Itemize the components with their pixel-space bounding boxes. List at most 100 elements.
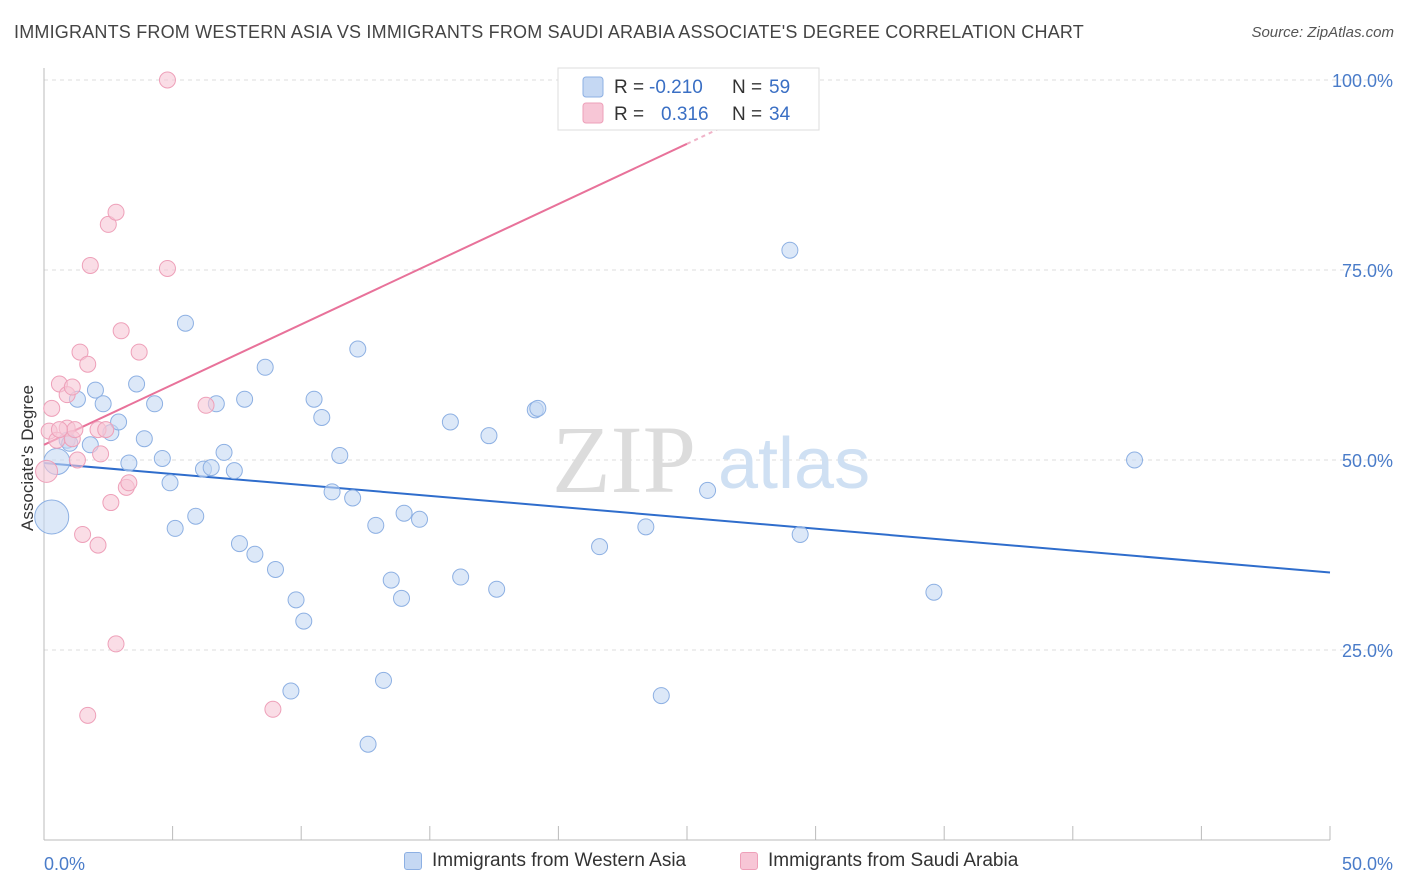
point-saudi-arabia-19 <box>97 421 115 439</box>
point-western-asia-28 <box>266 560 284 578</box>
point-western-asia-23 <box>225 462 243 480</box>
legend-r-value-1: -0.210 <box>649 77 703 98</box>
y-tick-label-3: 100.0% <box>1332 71 1393 91</box>
legend-item-saudi-arabia: Immigrants from Saudi Arabia <box>740 850 1018 872</box>
point-western-asia-7 <box>94 395 112 413</box>
point-western-asia-37 <box>349 340 367 358</box>
point-saudi-arabia-2 <box>43 399 61 417</box>
legend-label-saudi-arabia: Immigrants from Saudi Arabia <box>768 850 1019 871</box>
legend-r-label-2: R = <box>614 104 644 125</box>
point-western-asia-29 <box>282 682 300 700</box>
watermark-atlas: atlas <box>718 424 870 504</box>
point-saudi-arabia-9 <box>66 421 84 439</box>
point-western-asia-31 <box>295 612 313 630</box>
legend-r-value-2: 0.316 <box>661 104 709 125</box>
legend-swatch-western-asia <box>582 76 604 98</box>
point-saudi-arabia-24 <box>112 322 130 340</box>
point-western-asia-24 <box>230 535 248 553</box>
legend-item-western-asia: Immigrants from Western Asia <box>404 850 686 872</box>
point-saudi-arabia-33 <box>50 421 68 439</box>
legend-swatch-pink <box>740 852 758 870</box>
point-western-asia-13 <box>146 395 164 413</box>
point-saudi-arabia-0 <box>35 459 59 483</box>
point-saudi-arabia-10 <box>68 451 86 469</box>
point-western-asia-45 <box>441 413 459 431</box>
point-western-asia-26 <box>246 545 264 563</box>
point-western-asia-34 <box>323 483 341 501</box>
point-saudi-arabia-22 <box>107 203 125 221</box>
point-saudi-arabia-8 <box>63 378 81 396</box>
point-western-asia-57 <box>925 583 943 601</box>
x-tick-label-1: 50.0% <box>1342 854 1393 874</box>
x-tick-label-0: 0.0% <box>44 854 85 874</box>
point-western-asia-48 <box>488 580 506 598</box>
point-western-asia-38 <box>359 735 377 753</box>
point-saudi-arabia-26 <box>120 474 138 492</box>
point-western-asia-12 <box>135 430 153 448</box>
point-saudi-arabia-12 <box>74 525 92 543</box>
point-western-asia-53 <box>652 687 670 705</box>
point-western-asia-18 <box>187 507 205 525</box>
legend-n-value-2: 34 <box>769 104 791 125</box>
point-saudi-arabia-21 <box>102 494 120 512</box>
point-western-asia-36 <box>344 489 362 507</box>
gridlines <box>44 79 1392 651</box>
chart-title: IMMIGRANTS FROM WESTERN ASIA VS IMMIGRAN… <box>14 22 1084 42</box>
point-western-asia-15 <box>161 474 179 492</box>
point-western-asia-58 <box>1126 451 1144 469</box>
legend-n-value-1: 59 <box>769 77 790 98</box>
point-saudi-arabia-17 <box>89 536 107 554</box>
y-tick-labels: 25.0% 50.0% 75.0% 100.0% <box>1332 71 1393 661</box>
point-western-asia-43 <box>395 504 413 522</box>
point-western-asia-30 <box>287 591 305 609</box>
point-saudi-arabia-29 <box>158 71 176 89</box>
point-western-asia-51 <box>591 538 609 556</box>
point-western-asia-50 <box>529 399 547 417</box>
point-saudi-arabia-15 <box>81 256 99 274</box>
point-saudi-arabia-14 <box>79 706 97 724</box>
point-western-asia-16 <box>166 519 184 537</box>
point-saudi-arabia-23 <box>107 635 125 653</box>
point-western-asia-9 <box>110 413 128 431</box>
point-western-asia-41 <box>382 571 400 589</box>
point-western-asia-0 <box>34 499 70 535</box>
point-western-asia-25 <box>236 390 254 408</box>
point-western-asia-44 <box>411 510 429 528</box>
point-western-asia-46 <box>452 568 470 586</box>
bottom-legend: Immigrants from Western Asia Immigrants … <box>0 850 1406 880</box>
axes <box>43 68 1331 841</box>
point-saudi-arabia-11 <box>71 343 89 361</box>
point-western-asia-47 <box>480 427 498 445</box>
point-western-asia-20 <box>202 459 220 477</box>
point-saudi-arabia-27 <box>130 343 148 361</box>
point-western-asia-39 <box>367 516 385 534</box>
y-tick-label-1: 50.0% <box>1342 451 1393 471</box>
watermark: ZIP atlas <box>552 406 870 513</box>
data-points <box>34 71 1144 753</box>
legend-swatch-blue <box>404 852 422 870</box>
trend-line-saudi-arabia-dashed <box>686 118 739 145</box>
point-saudi-arabia-31 <box>264 700 282 718</box>
point-western-asia-32 <box>305 390 323 408</box>
point-saudi-arabia-20 <box>99 215 117 233</box>
point-saudi-arabia-30 <box>197 396 215 414</box>
point-western-asia-52 <box>637 518 655 536</box>
legend-label-western-asia: Immigrants from Western Asia <box>432 850 687 871</box>
stats-legend: R = -0.210 N = 59 R = 0.316 N = 34 <box>557 67 820 131</box>
legend-n-label-2: N = <box>732 104 762 125</box>
point-saudi-arabia-18 <box>92 445 110 463</box>
point-western-asia-17 <box>176 314 194 332</box>
point-western-asia-10 <box>120 454 138 472</box>
trend-line-western-asia <box>43 462 1331 574</box>
legend-swatch-saudi-arabia <box>582 102 604 124</box>
point-western-asia-56 <box>781 241 799 259</box>
source-label: Source: ZipAtlas.com <box>1251 24 1394 41</box>
point-western-asia-55 <box>791 525 809 543</box>
point-western-asia-54 <box>699 481 717 499</box>
y-tick-label-0: 25.0% <box>1342 641 1393 661</box>
point-saudi-arabia-28 <box>158 259 176 277</box>
watermark-zip: ZIP <box>552 406 696 513</box>
legend-r-label-1: R = <box>614 77 644 98</box>
x-tick-labels: 0.0% 50.0% <box>44 854 1393 874</box>
